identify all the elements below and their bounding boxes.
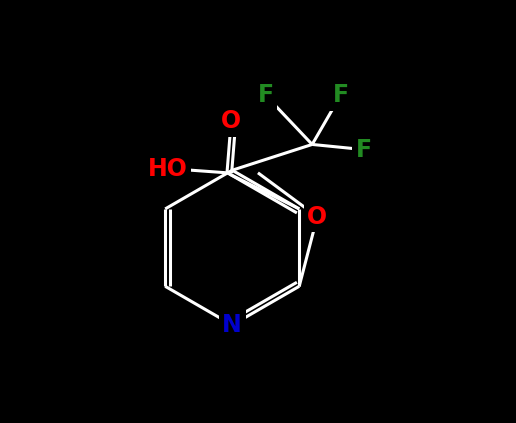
Text: N: N [222, 313, 242, 337]
Text: F: F [356, 137, 372, 162]
Text: F: F [332, 83, 349, 107]
Text: HO: HO [148, 157, 188, 181]
Text: F: F [257, 83, 274, 107]
Text: O: O [221, 109, 241, 133]
Text: O: O [307, 205, 327, 229]
